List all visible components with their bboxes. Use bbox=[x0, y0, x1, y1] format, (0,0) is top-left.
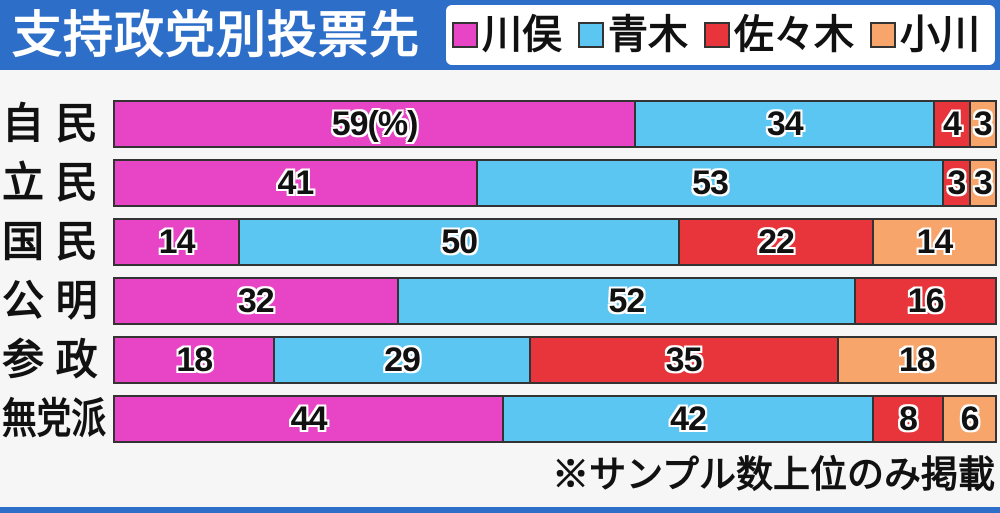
bar-row: 公 明 32 52 16 bbox=[0, 277, 1000, 325]
stacked-bar: 41 53 3 3 bbox=[113, 159, 997, 207]
bar-segment: 50 bbox=[238, 220, 679, 264]
data-label: 35 bbox=[665, 340, 703, 379]
bar-segment: 18 bbox=[115, 338, 274, 382]
bar-segment: 29 bbox=[273, 338, 529, 382]
stacked-bar: 32 52 16 bbox=[113, 277, 997, 325]
stacked-bar: 18 29 35 18 bbox=[113, 336, 997, 384]
legend: 川俣 青木 佐々木 小川 bbox=[446, 5, 995, 65]
data-label: 3 bbox=[973, 163, 993, 202]
bar-row: 立 民 41 53 3 3 bbox=[0, 159, 1000, 207]
data-label: 18 bbox=[176, 340, 213, 379]
data-label: 4 bbox=[943, 104, 962, 143]
data-label: 59(%) bbox=[331, 104, 419, 143]
bar-segment: 34 bbox=[634, 102, 934, 146]
bar-segment: 53 bbox=[475, 161, 943, 205]
data-label: 14 bbox=[916, 222, 953, 261]
bar-segment: 14 bbox=[115, 220, 239, 264]
category-label: 自 民 bbox=[2, 100, 98, 147]
data-label: 32 bbox=[237, 281, 275, 320]
bar-segment: 41 bbox=[115, 161, 476, 205]
bar-segment: 14 bbox=[871, 220, 995, 264]
data-label: 18 bbox=[898, 340, 936, 379]
category-label: 無党派 bbox=[2, 395, 107, 442]
legend-swatch-ogawa bbox=[870, 22, 896, 48]
data-label: 53 bbox=[692, 163, 729, 202]
legend-swatch-aoki bbox=[578, 22, 604, 48]
footnote: ※サンプル数上位のみ掲載 bbox=[552, 454, 995, 495]
bar-rows: 自 民 59(%) 34 4 3 立 民 41 53 3 3 国 民 14 50 22 14 公 明 32 52 1… bbox=[0, 100, 1000, 454]
bar-segment: 4 bbox=[933, 102, 969, 146]
bar-row: 国 民 14 50 22 14 bbox=[0, 218, 1000, 266]
bar-segment: 35 bbox=[528, 338, 837, 382]
bar-row: 無党派 44 42 8 6 bbox=[0, 395, 1000, 443]
data-label: 22 bbox=[758, 222, 795, 261]
bar-segment: 8 bbox=[871, 397, 943, 441]
data-label: 3 bbox=[973, 104, 993, 143]
bar-segment: 3 bbox=[942, 161, 969, 205]
legend-item-sasaki: 佐々木 bbox=[704, 11, 854, 59]
bar-segment: 18 bbox=[836, 338, 995, 382]
header-band: 支持政党別投票先 川俣 青木 佐々木 小川 bbox=[0, 0, 1000, 70]
data-label: 50 bbox=[441, 222, 478, 261]
legend-swatch-kawamata bbox=[452, 22, 478, 48]
data-label: 41 bbox=[277, 163, 314, 202]
data-label: 6 bbox=[960, 399, 980, 438]
bar-segment: 52 bbox=[396, 279, 855, 323]
bar-segment: 59(%) bbox=[115, 102, 635, 146]
data-label: 16 bbox=[907, 281, 945, 320]
data-label: 44 bbox=[290, 399, 328, 438]
legend-item-kawamata: 川俣 bbox=[452, 11, 562, 59]
legend-item-aoki: 青木 bbox=[578, 11, 688, 59]
category-label: 参 政 bbox=[2, 336, 98, 383]
bar-segment: 3 bbox=[968, 161, 995, 205]
stacked-bar: 44 42 8 6 bbox=[113, 395, 997, 443]
bar-segment: 22 bbox=[678, 220, 872, 264]
data-label: 52 bbox=[608, 281, 645, 320]
legend-label: 川俣 bbox=[482, 13, 562, 57]
data-label: 14 bbox=[158, 222, 196, 261]
data-label: 3 bbox=[947, 163, 966, 202]
data-label: 42 bbox=[670, 399, 707, 438]
stacked-bar: 59(%) 34 4 3 bbox=[113, 100, 997, 148]
data-label: 34 bbox=[766, 104, 804, 143]
bottom-rule bbox=[0, 507, 1000, 513]
legend-label: 佐々木 bbox=[734, 13, 854, 57]
legend-label: 青木 bbox=[608, 13, 688, 57]
data-label: 8 bbox=[899, 399, 918, 438]
legend-item-ogawa: 小川 bbox=[870, 11, 980, 59]
chart-title: 支持政党別投票先 bbox=[12, 7, 420, 63]
bar-segment: 16 bbox=[854, 279, 995, 323]
stacked-bar: 14 50 22 14 bbox=[113, 218, 997, 266]
bar-row: 参 政 18 29 35 18 bbox=[0, 336, 1000, 384]
data-label: 29 bbox=[384, 340, 421, 379]
category-label: 国 民 bbox=[2, 218, 98, 265]
bar-row: 自 民 59(%) 34 4 3 bbox=[0, 100, 1000, 148]
legend-label: 小川 bbox=[900, 13, 980, 57]
bar-segment: 44 bbox=[115, 397, 503, 441]
bar-segment: 42 bbox=[502, 397, 872, 441]
category-label: 公 明 bbox=[2, 277, 98, 324]
bar-segment: 32 bbox=[115, 279, 397, 323]
category-label: 立 民 bbox=[2, 159, 98, 206]
bar-segment: 6 bbox=[942, 397, 995, 441]
legend-swatch-sasaki bbox=[704, 22, 730, 48]
bar-segment: 3 bbox=[968, 102, 995, 146]
